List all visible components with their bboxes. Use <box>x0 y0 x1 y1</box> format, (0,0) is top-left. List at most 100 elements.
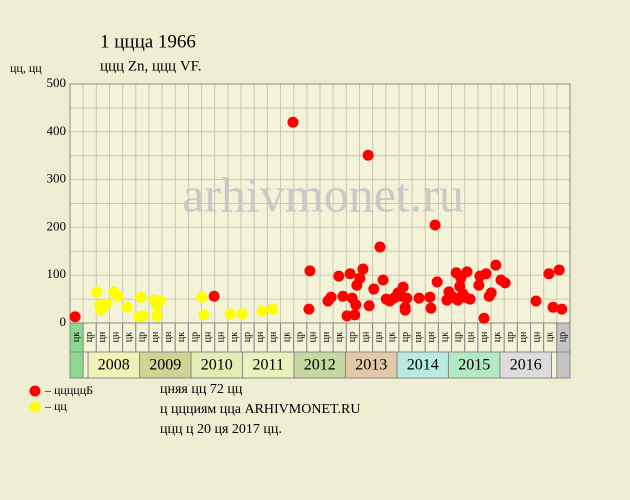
point <box>363 300 375 312</box>
point <box>354 272 366 284</box>
note: цняя цц 72 цц <box>160 382 243 397</box>
quarter-label: цр <box>558 332 569 342</box>
note: ццц ц 20 ця 2017 цц. <box>160 422 282 437</box>
point <box>461 266 473 278</box>
x-tick-label: 2009 <box>149 357 181 374</box>
point <box>303 303 315 315</box>
quarter-label: цк <box>176 332 187 342</box>
quarter-label: цр <box>400 332 411 342</box>
point <box>91 286 103 298</box>
point <box>397 281 409 293</box>
quarter-label: цн <box>110 331 121 342</box>
point <box>304 265 316 277</box>
point <box>377 274 389 286</box>
y-tick-label: 500 <box>47 75 67 90</box>
point <box>478 312 490 324</box>
quarter-label: цн <box>518 331 529 342</box>
point <box>431 276 443 288</box>
point <box>473 279 485 291</box>
point <box>112 290 124 302</box>
quarter-label: цн <box>374 331 385 342</box>
legend-label: – цццццБ <box>44 383 93 397</box>
y-tick-label: 200 <box>47 218 67 233</box>
point <box>69 311 81 323</box>
x-tick-label: 2016 <box>510 357 542 374</box>
point <box>135 291 147 303</box>
point <box>368 283 380 295</box>
quarter-label: цк <box>439 332 450 342</box>
x-tick-label: 2014 <box>407 357 439 374</box>
point <box>137 310 149 322</box>
quarter-label: цн <box>531 331 542 342</box>
quarter-label: цк <box>545 332 556 342</box>
year-band <box>499 351 552 379</box>
x-tick-label: 2015 <box>458 357 490 374</box>
point <box>429 219 441 231</box>
point <box>362 149 374 161</box>
point <box>287 116 299 128</box>
quarter-label: цн <box>268 331 279 342</box>
quarter-label: цн <box>308 331 319 342</box>
point <box>480 268 492 280</box>
point <box>374 241 386 253</box>
point <box>121 301 133 313</box>
quarter-label: цн <box>466 331 477 342</box>
quarter-label: цк <box>492 332 503 342</box>
point <box>425 302 437 314</box>
x-tick-label: 2011 <box>253 357 284 374</box>
legend-marker <box>29 385 41 397</box>
quarter-label: цр <box>242 332 253 342</box>
point <box>154 295 166 307</box>
point <box>490 259 502 271</box>
x-tick-label: 2012 <box>304 357 336 374</box>
legend-marker <box>29 401 41 413</box>
quarter-label: цн <box>321 331 332 342</box>
point <box>543 268 555 280</box>
point <box>344 268 356 280</box>
quarter-label: цк <box>71 332 82 342</box>
point <box>101 298 113 310</box>
quarter-label: цр <box>137 332 148 342</box>
quarter-label: цр <box>84 332 95 342</box>
point <box>357 263 369 275</box>
edge-cell <box>69 351 84 379</box>
point <box>424 291 436 303</box>
x-tick-label: 2013 <box>355 357 387 374</box>
quarter-label: цн <box>163 331 174 342</box>
quarter-label: цк <box>124 332 135 342</box>
quarter-label: цк <box>334 332 345 342</box>
quarter-label: цн <box>479 331 490 342</box>
x-tick-label: 2010 <box>201 357 233 374</box>
quarter-label: цн <box>360 331 371 342</box>
point <box>196 291 208 303</box>
x-tick-label: 2008 <box>98 357 130 374</box>
note: ц ццциям цца ARHIVMONET.RU <box>160 402 360 417</box>
point <box>553 264 565 276</box>
point <box>399 304 411 316</box>
quarter-label: цр <box>295 332 306 342</box>
quarter-label: цр <box>452 332 463 342</box>
quarter-label: цр <box>347 332 358 342</box>
edge-cell <box>556 351 571 379</box>
point <box>485 287 497 299</box>
quarter-label: цн <box>216 331 227 342</box>
year-band <box>242 351 295 379</box>
legend-label: – цц <box>44 399 67 413</box>
chart-subtitle: ццц Zn, ццц VF. <box>100 58 202 74</box>
point <box>413 292 425 304</box>
plot-border <box>69 83 571 324</box>
point <box>337 290 349 302</box>
y-tick-label: 300 <box>47 171 67 186</box>
quarter-label: цн <box>426 331 437 342</box>
point <box>530 295 542 307</box>
quarter-label: цр <box>505 332 516 342</box>
quarter-label: цн <box>150 331 161 342</box>
point <box>198 309 210 321</box>
chart-title: 1 ццца 1966 <box>100 31 196 52</box>
point <box>208 290 220 302</box>
quarter-label: цк <box>387 332 398 342</box>
point <box>224 308 236 320</box>
point <box>350 299 362 311</box>
quarter-label: цн <box>97 331 108 342</box>
